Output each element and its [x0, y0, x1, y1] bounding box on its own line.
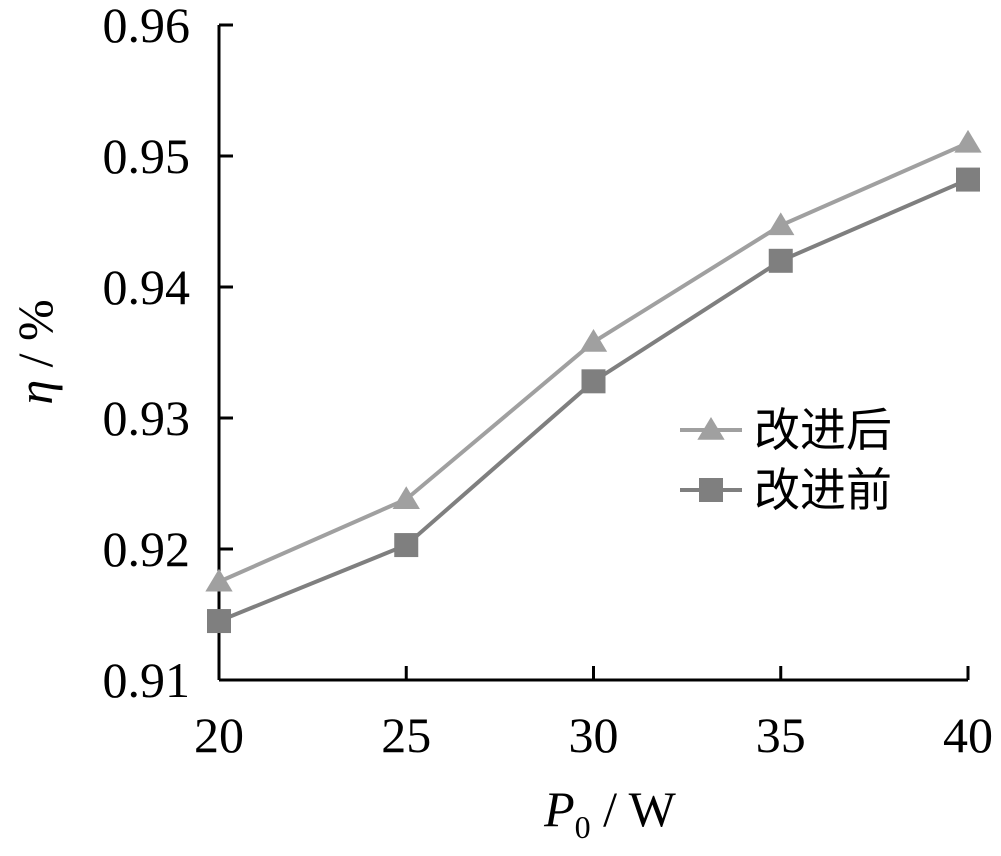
axes	[217, 25, 968, 682]
data-point	[579, 329, 608, 352]
x-tick-label: 20	[194, 707, 244, 763]
data-point	[207, 609, 231, 634]
y-tick-label: 0.92	[103, 521, 191, 577]
data-point	[581, 369, 606, 394]
series-line	[218, 177, 969, 623]
y-axis-title: η / %	[7, 299, 63, 404]
data-point	[205, 568, 233, 592]
data-point	[394, 533, 419, 558]
y-tick-label: 0.95	[103, 128, 191, 184]
y-tick-label: 0.91	[103, 652, 191, 708]
data-point	[954, 129, 982, 153]
data-point	[956, 167, 980, 192]
data-point	[767, 212, 795, 236]
x-tick-label: 40	[943, 707, 993, 763]
legend-marker	[697, 417, 725, 440]
y-ticks: 0.91 0.92 0.93 0.94 0.95 0.96	[103, 0, 233, 708]
legend-label: 改进前	[754, 463, 892, 517]
x-ticks: 20 25 30 35 40	[194, 666, 993, 763]
y-tick-label: 0.94	[103, 259, 191, 315]
legend-marker	[699, 478, 723, 502]
x-axis-title: P0 / W	[543, 781, 677, 845]
series-1	[205, 129, 982, 592]
data-point	[392, 486, 420, 509]
legend-label: 改进后	[754, 403, 892, 457]
data-point	[768, 248, 793, 273]
series-layer	[205, 129, 982, 634]
legend-item-2: 改进前	[680, 463, 892, 517]
legend-item-1: 改进后	[680, 403, 892, 457]
series-2	[207, 167, 980, 634]
x-tick-label: 30	[569, 707, 619, 763]
x-tick-label: 25	[381, 707, 431, 763]
y-tick-label: 0.93	[103, 390, 191, 446]
x-tick-label: 35	[756, 707, 806, 763]
y-tick-label: 0.96	[103, 0, 191, 53]
